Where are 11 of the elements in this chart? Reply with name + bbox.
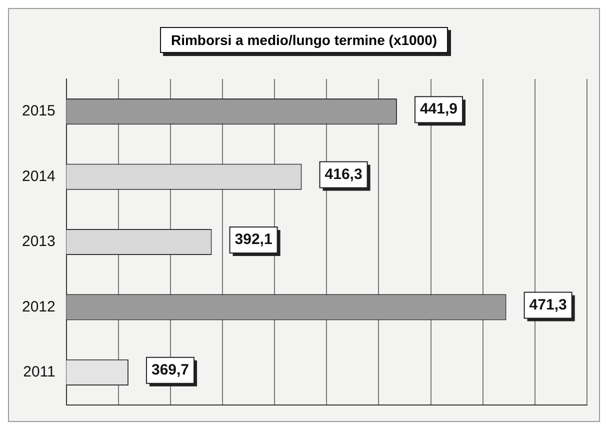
data-label: 471,3 (529, 296, 567, 314)
y-tick-label: 2014 (22, 168, 56, 185)
data-label: 392,1 (234, 231, 272, 248)
data-label: 441,9 (420, 100, 458, 118)
y-tick-label: 2013 (22, 233, 56, 250)
data-label: 416,3 (324, 166, 362, 183)
y-tick-label: 2012 (22, 298, 56, 316)
y-tick-label: 2015 (22, 102, 56, 120)
chart-title: Rimborsi a medio/lungo termine (x1000) (160, 27, 448, 53)
data-label: 369,7 (151, 362, 190, 379)
y-tick-label: 2011 (23, 364, 56, 381)
